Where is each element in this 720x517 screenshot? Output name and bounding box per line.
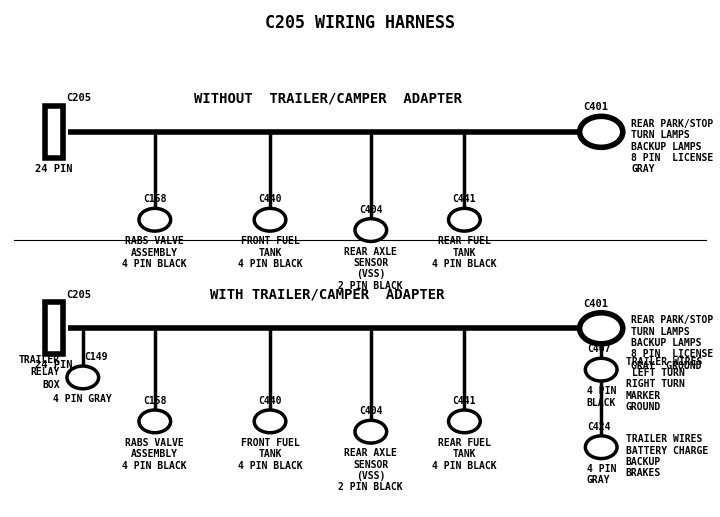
Text: RIGHT TURN: RIGHT TURN xyxy=(626,379,685,389)
Circle shape xyxy=(254,208,286,231)
Text: GROUND: GROUND xyxy=(626,402,661,412)
Text: RABS VALVE: RABS VALVE xyxy=(125,236,184,246)
Text: LEFT TURN: LEFT TURN xyxy=(626,368,685,378)
Text: C404: C404 xyxy=(359,205,382,215)
Circle shape xyxy=(449,410,480,433)
Text: SENSOR: SENSOR xyxy=(354,460,388,469)
Circle shape xyxy=(355,420,387,443)
Text: REAR FUEL: REAR FUEL xyxy=(438,236,491,246)
Text: C424: C424 xyxy=(587,422,611,432)
Text: 2 PIN BLACK: 2 PIN BLACK xyxy=(338,281,403,291)
Text: C401: C401 xyxy=(583,102,608,112)
Text: C205: C205 xyxy=(66,290,91,300)
Text: TANK: TANK xyxy=(258,449,282,459)
Text: 4 PIN: 4 PIN xyxy=(587,464,616,474)
Text: FRONT FUEL: FRONT FUEL xyxy=(240,236,300,246)
Text: 4 PIN BLACK: 4 PIN BLACK xyxy=(238,259,302,269)
Circle shape xyxy=(139,208,171,231)
Text: C205 WIRING HARNESS: C205 WIRING HARNESS xyxy=(265,14,455,32)
Text: BACKUP: BACKUP xyxy=(626,457,661,467)
Text: BACKUP LAMPS: BACKUP LAMPS xyxy=(631,338,702,348)
Text: TRAILER
RELAY
BOX: TRAILER RELAY BOX xyxy=(19,355,60,390)
Text: BRAKES: BRAKES xyxy=(626,468,661,478)
Text: GRAY: GRAY xyxy=(631,164,655,174)
Text: 4 PIN GRAY: 4 PIN GRAY xyxy=(53,394,112,404)
Text: C401: C401 xyxy=(583,299,608,309)
Text: GRAY  GROUND: GRAY GROUND xyxy=(631,361,702,371)
Circle shape xyxy=(585,358,617,381)
Text: MARKER: MARKER xyxy=(626,391,661,401)
Text: C441: C441 xyxy=(453,396,476,406)
Text: REAR AXLE: REAR AXLE xyxy=(344,448,397,458)
Text: C149: C149 xyxy=(84,352,108,362)
Text: REAR PARK/STOP: REAR PARK/STOP xyxy=(631,119,714,129)
Text: TRAILER WIRES: TRAILER WIRES xyxy=(626,434,702,444)
Text: BACKUP LAMPS: BACKUP LAMPS xyxy=(631,142,702,151)
Text: 4 PIN BLACK: 4 PIN BLACK xyxy=(238,461,302,470)
Circle shape xyxy=(67,366,99,389)
Circle shape xyxy=(585,436,617,459)
Text: REAR FUEL: REAR FUEL xyxy=(438,438,491,448)
Circle shape xyxy=(254,410,286,433)
Text: FRONT FUEL: FRONT FUEL xyxy=(240,438,300,448)
Text: BLACK: BLACK xyxy=(587,398,616,407)
Text: C404: C404 xyxy=(359,406,382,416)
Text: C440: C440 xyxy=(258,194,282,204)
Text: 4 PIN: 4 PIN xyxy=(587,386,616,396)
Text: TURN LAMPS: TURN LAMPS xyxy=(631,130,690,140)
Text: REAR AXLE: REAR AXLE xyxy=(344,247,397,256)
Text: 4 PIN BLACK: 4 PIN BLACK xyxy=(432,461,497,470)
Text: C407: C407 xyxy=(587,344,611,354)
Text: TANK: TANK xyxy=(258,248,282,257)
Text: 4 PIN BLACK: 4 PIN BLACK xyxy=(122,259,187,269)
Text: C440: C440 xyxy=(258,396,282,406)
Circle shape xyxy=(580,116,623,147)
Text: C158: C158 xyxy=(143,396,166,406)
Text: TURN LAMPS: TURN LAMPS xyxy=(631,327,690,337)
Circle shape xyxy=(139,410,171,433)
Text: RABS VALVE: RABS VALVE xyxy=(125,438,184,448)
Text: ASSEMBLY: ASSEMBLY xyxy=(131,449,179,459)
Circle shape xyxy=(449,208,480,231)
Text: C441: C441 xyxy=(453,194,476,204)
Text: BATTERY CHARGE: BATTERY CHARGE xyxy=(626,446,708,455)
Text: 8 PIN  LICENSE LAMPS: 8 PIN LICENSE LAMPS xyxy=(631,349,720,359)
Text: 8 PIN  LICENSE LAMPS: 8 PIN LICENSE LAMPS xyxy=(631,153,720,163)
Text: 24 PIN: 24 PIN xyxy=(35,164,73,174)
Text: TANK: TANK xyxy=(453,449,476,459)
Text: (VSS): (VSS) xyxy=(356,471,385,481)
Text: TRAILER WIRES: TRAILER WIRES xyxy=(626,357,702,367)
Text: 2 PIN BLACK: 2 PIN BLACK xyxy=(338,482,403,492)
Text: WITHOUT  TRAILER/CAMPER  ADAPTER: WITHOUT TRAILER/CAMPER ADAPTER xyxy=(194,91,462,105)
Text: (VSS): (VSS) xyxy=(356,269,385,279)
Text: REAR PARK/STOP: REAR PARK/STOP xyxy=(631,315,714,325)
Text: 4 PIN BLACK: 4 PIN BLACK xyxy=(432,259,497,269)
Text: SENSOR: SENSOR xyxy=(354,258,388,268)
Text: TANK: TANK xyxy=(453,248,476,257)
Circle shape xyxy=(580,313,623,344)
Text: GRAY: GRAY xyxy=(587,475,611,485)
Text: 4 PIN BLACK: 4 PIN BLACK xyxy=(122,461,187,470)
Text: ASSEMBLY: ASSEMBLY xyxy=(131,248,179,257)
Circle shape xyxy=(355,219,387,241)
Text: WITH TRAILER/CAMPER  ADAPTER: WITH TRAILER/CAMPER ADAPTER xyxy=(210,287,445,302)
Text: C205: C205 xyxy=(66,94,91,103)
Text: C158: C158 xyxy=(143,194,166,204)
FancyBboxPatch shape xyxy=(45,302,63,354)
FancyBboxPatch shape xyxy=(45,106,63,158)
Text: 24 PIN: 24 PIN xyxy=(35,360,73,370)
